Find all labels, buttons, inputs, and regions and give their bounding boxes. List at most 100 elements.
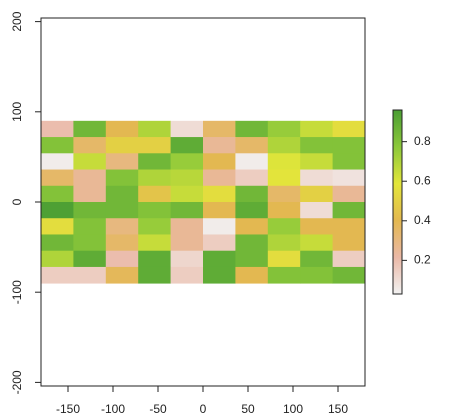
cell: [138, 234, 171, 252]
cell: [41, 185, 74, 203]
cell: [41, 266, 74, 284]
cell: [203, 185, 236, 203]
cell: [332, 185, 366, 203]
cell: [332, 202, 366, 219]
cell: [138, 169, 171, 187]
x-tick-label: 100: [283, 402, 303, 413]
cell: [332, 169, 366, 187]
cell: [41, 153, 74, 170]
cell: [332, 266, 366, 284]
cell: [170, 218, 204, 235]
cell: [267, 234, 301, 252]
cell: [41, 234, 74, 252]
cell: [170, 234, 204, 252]
cell: [267, 137, 301, 154]
cell: [73, 169, 107, 187]
cell: [300, 202, 333, 219]
cell: [41, 218, 74, 235]
cell: [203, 250, 236, 268]
colorbar-tick-label: 0.2: [414, 253, 431, 267]
cell: [138, 218, 171, 235]
cell: [300, 218, 333, 235]
cell: [203, 202, 236, 219]
x-tick-label: 150: [328, 402, 348, 413]
cell: [235, 153, 269, 170]
cell: [203, 218, 236, 235]
cell: [138, 120, 171, 138]
cell: [105, 153, 139, 170]
cell: [300, 169, 333, 187]
cell: [73, 153, 107, 170]
cell: [41, 120, 74, 138]
cell: [138, 137, 171, 154]
cell: [235, 234, 269, 252]
cell: [332, 234, 366, 252]
cell: [267, 153, 301, 170]
cell: [73, 185, 107, 203]
cell: [332, 250, 366, 268]
y-tick-label: -200: [10, 370, 24, 394]
cell: [41, 202, 74, 219]
y-tick-label: 200: [10, 11, 24, 31]
cell: [235, 218, 269, 235]
cell: [300, 153, 333, 170]
cell: [267, 202, 301, 219]
cell: [41, 250, 74, 268]
cell: [105, 185, 139, 203]
cell: [235, 185, 269, 203]
cell: [170, 266, 204, 284]
colorbar-tick-label: 0.4: [414, 213, 431, 227]
cell: [170, 120, 204, 138]
colorbar-tick-label: 0.6: [414, 173, 431, 187]
x-tick-label: -150: [56, 402, 80, 413]
cell: [170, 202, 204, 219]
cell: [170, 250, 204, 268]
cell: [267, 185, 301, 203]
cell: [170, 153, 204, 170]
cell: [73, 234, 107, 252]
cell: [105, 137, 139, 154]
cell: [105, 234, 139, 252]
cell: [41, 169, 74, 187]
cell: [203, 266, 236, 284]
cell: [73, 218, 107, 235]
cell: [300, 185, 333, 203]
cell: [138, 250, 171, 268]
y-tick-label: 100: [10, 101, 24, 121]
cell: [300, 250, 333, 268]
cell: [235, 202, 269, 219]
cell: [203, 153, 236, 170]
cell: [73, 250, 107, 268]
colorbar: [392, 109, 403, 295]
cell: [170, 185, 204, 203]
cell: [138, 185, 171, 203]
cell: [170, 137, 204, 154]
cell: [332, 120, 366, 138]
cell: [203, 169, 236, 187]
cell: [203, 137, 236, 154]
cell: [73, 120, 107, 138]
cell: [105, 218, 139, 235]
y-tick-label: 0: [10, 198, 24, 205]
x-tick-label: 50: [241, 402, 255, 413]
x-tick-label: -50: [149, 402, 167, 413]
x-tick-label: 0: [200, 402, 207, 413]
cell: [105, 266, 139, 284]
cell: [235, 169, 269, 187]
cell: [267, 169, 301, 187]
cell: [138, 202, 171, 219]
cell: [73, 266, 107, 284]
cell: [170, 169, 204, 187]
cell: [267, 218, 301, 235]
cell: [203, 120, 236, 138]
x-tick-label: -100: [101, 402, 125, 413]
cell: [267, 266, 301, 284]
cell: [105, 169, 139, 187]
cell: [300, 137, 333, 154]
cell: [138, 266, 171, 284]
cell: [332, 153, 366, 170]
cell: [235, 120, 269, 138]
cell: [300, 234, 333, 252]
cell: [235, 137, 269, 154]
